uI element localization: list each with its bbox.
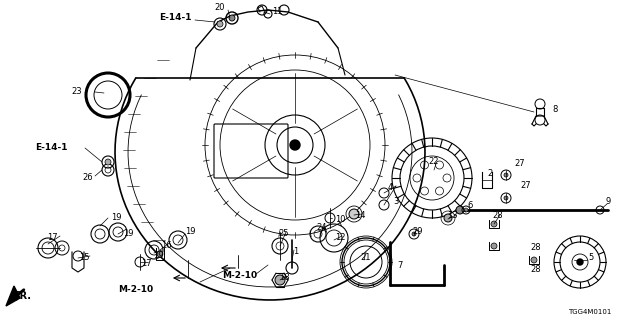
Text: 21: 21	[361, 253, 371, 262]
Text: 19: 19	[185, 228, 195, 236]
Text: 26: 26	[83, 173, 93, 182]
Text: 5: 5	[588, 253, 593, 262]
Text: 7: 7	[397, 260, 403, 269]
Circle shape	[275, 275, 285, 285]
Text: 25: 25	[279, 229, 289, 238]
Circle shape	[456, 206, 464, 214]
Text: 11: 11	[272, 7, 282, 17]
Circle shape	[349, 209, 359, 219]
Circle shape	[157, 251, 163, 257]
Text: 22: 22	[429, 157, 439, 166]
Circle shape	[491, 243, 497, 249]
Text: 4: 4	[387, 183, 392, 193]
Text: 23: 23	[72, 87, 82, 97]
Text: 27: 27	[514, 159, 525, 169]
Text: M-2-10: M-2-10	[118, 285, 154, 294]
Text: 29: 29	[413, 228, 423, 236]
Text: 8: 8	[552, 106, 557, 115]
Text: 13: 13	[447, 212, 458, 220]
Text: E-14-1: E-14-1	[159, 13, 192, 22]
Circle shape	[412, 232, 416, 236]
Text: M-2-10: M-2-10	[222, 271, 257, 281]
Text: 28: 28	[493, 212, 503, 220]
Polygon shape	[6, 286, 20, 306]
Circle shape	[229, 15, 235, 21]
Circle shape	[217, 21, 223, 27]
Text: 10: 10	[335, 215, 345, 225]
Text: 18: 18	[278, 274, 289, 283]
Circle shape	[531, 257, 537, 263]
Circle shape	[504, 173, 508, 177]
Text: 16: 16	[161, 242, 172, 251]
Text: 27: 27	[520, 181, 531, 190]
Text: 9: 9	[606, 197, 611, 206]
Circle shape	[577, 259, 583, 265]
Text: 28: 28	[531, 266, 541, 275]
Text: 3: 3	[394, 197, 399, 206]
Text: TGG4M0101: TGG4M0101	[568, 309, 612, 315]
Text: 19: 19	[123, 229, 133, 238]
Circle shape	[105, 159, 111, 165]
Text: 28: 28	[531, 244, 541, 252]
Circle shape	[491, 221, 497, 227]
Circle shape	[444, 214, 452, 222]
Text: FR.: FR.	[13, 291, 31, 301]
Text: 2: 2	[488, 170, 493, 179]
Text: 17: 17	[47, 234, 58, 243]
Text: 6: 6	[467, 201, 473, 210]
Text: 14: 14	[355, 212, 365, 220]
Text: 19: 19	[111, 213, 121, 222]
Text: 15: 15	[79, 253, 89, 262]
Circle shape	[464, 208, 468, 212]
Text: 20: 20	[215, 4, 225, 12]
Text: 19: 19	[153, 252, 163, 260]
Text: 1: 1	[293, 247, 299, 257]
Text: E-14-1: E-14-1	[35, 143, 68, 153]
Circle shape	[290, 140, 300, 150]
FancyBboxPatch shape	[214, 124, 288, 178]
Text: 12: 12	[335, 234, 345, 243]
Circle shape	[504, 196, 508, 200]
Text: 17: 17	[141, 260, 151, 268]
Text: 24: 24	[317, 223, 327, 233]
